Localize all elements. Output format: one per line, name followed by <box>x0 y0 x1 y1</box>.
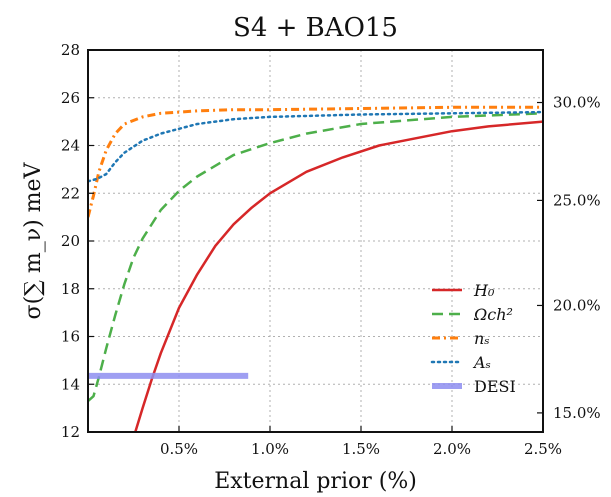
series-line-3 <box>88 110 543 183</box>
legend-label: Ωch² <box>473 305 513 324</box>
y-tick-label: 14 <box>61 375 80 393</box>
legend-label: nₛ <box>474 329 490 348</box>
y-tick-label: 12 <box>61 423 80 441</box>
right-tick-label: 30.0% <box>553 94 601 112</box>
x-tick-label: 0.5% <box>160 440 198 458</box>
legend-label: Aₛ <box>472 353 491 372</box>
y-axis-label: σ(∑ m_ν) meV <box>21 161 46 319</box>
x-tick-label: 1.5% <box>342 440 380 458</box>
series-layer <box>88 105 543 432</box>
right-tick-label: 25.0% <box>553 191 601 209</box>
chart-title: S4 + BAO15 <box>233 13 398 43</box>
y-tick-label: 28 <box>61 41 80 59</box>
legend: H₀ Ωch² nₛ Aₛ DESI <box>430 281 516 396</box>
legend-label: H₀ <box>473 281 495 300</box>
series-line-0 <box>134 120 543 432</box>
y-tick-label: 20 <box>61 232 80 250</box>
x-tick-label: 1.0% <box>251 440 289 458</box>
y-tick-label: 22 <box>61 184 80 202</box>
ticks-layer: 0.5% 1.0% 1.5% 2.0% 2.5% 12 14 16 18 20 22 24 26 28 15… <box>61 41 601 458</box>
legend-label: DESI <box>474 377 516 396</box>
x-axis-label: External prior (%) <box>214 469 417 494</box>
right-tick-label: 15.0% <box>553 404 601 422</box>
y-tick-label: 24 <box>61 137 80 155</box>
y-tick-label: 16 <box>61 328 80 346</box>
series-line-2 <box>88 105 543 218</box>
y-tick-label: 18 <box>61 280 80 298</box>
x-tick-label: 2.0% <box>433 440 471 458</box>
series-line-1 <box>88 112 543 402</box>
x-tick-label: 2.5% <box>524 440 562 458</box>
y-tick-label: 26 <box>61 89 80 107</box>
right-tick-label: 20.0% <box>553 296 601 314</box>
gridlines <box>88 50 543 432</box>
